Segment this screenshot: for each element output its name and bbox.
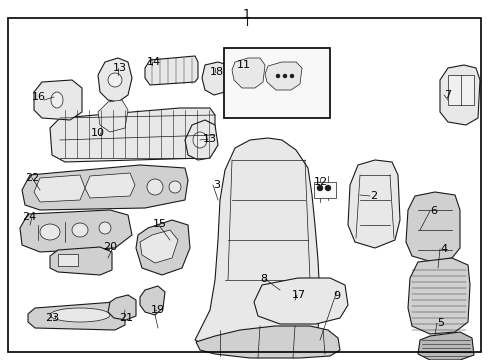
Ellipse shape [99,222,111,234]
Text: 6: 6 [429,206,436,216]
Text: 23: 23 [45,313,59,323]
Text: 20: 20 [103,242,117,252]
Text: 5: 5 [436,318,443,328]
Text: 9: 9 [333,291,340,301]
Text: 11: 11 [237,60,250,70]
Polygon shape [145,56,198,85]
Text: 12: 12 [313,177,327,187]
Polygon shape [184,120,218,160]
Text: 24: 24 [22,212,36,222]
Text: 18: 18 [209,67,224,77]
Text: 13: 13 [203,134,217,144]
Text: 22: 22 [25,173,39,183]
Ellipse shape [289,74,293,78]
Text: 10: 10 [91,128,105,138]
Polygon shape [264,62,302,90]
Ellipse shape [291,307,297,313]
Polygon shape [98,100,128,132]
Polygon shape [231,58,264,88]
Text: 19: 19 [151,305,165,315]
Polygon shape [140,230,178,263]
Text: 17: 17 [291,290,305,300]
Text: 21: 21 [119,313,133,323]
Polygon shape [202,62,229,95]
Text: 14: 14 [147,57,161,67]
Text: 2: 2 [369,191,376,201]
Ellipse shape [275,74,280,78]
Ellipse shape [193,132,206,148]
Bar [313,182,335,198]
Polygon shape [50,247,112,275]
Ellipse shape [283,74,286,78]
Ellipse shape [288,294,301,306]
Polygon shape [108,295,136,320]
Bar [224,48,329,118]
Polygon shape [28,302,125,330]
Ellipse shape [316,185,323,191]
Ellipse shape [325,185,330,191]
Text: 13: 13 [113,63,127,73]
Polygon shape [34,80,82,120]
Ellipse shape [147,179,163,195]
Polygon shape [439,65,479,125]
Text: 15: 15 [153,219,167,229]
Ellipse shape [40,224,60,240]
Text: 4: 4 [439,244,446,254]
Polygon shape [20,210,132,252]
Polygon shape [34,175,85,202]
Bar [447,75,473,105]
Polygon shape [136,220,190,275]
Text: 7: 7 [443,90,450,100]
Polygon shape [85,173,135,198]
Text: 8: 8 [260,274,266,284]
Ellipse shape [169,181,181,193]
Text: 3: 3 [213,180,220,190]
Bar [58,254,78,266]
Text: 16: 16 [32,92,46,102]
Polygon shape [407,258,469,334]
Ellipse shape [51,92,63,108]
Polygon shape [196,326,339,358]
Polygon shape [50,108,215,162]
Polygon shape [22,165,187,210]
Ellipse shape [50,308,110,322]
Polygon shape [417,332,473,360]
Polygon shape [253,278,347,324]
Polygon shape [98,58,132,102]
Polygon shape [195,138,319,355]
Polygon shape [405,192,459,262]
Ellipse shape [108,73,122,87]
Polygon shape [280,284,309,318]
Text: 1: 1 [243,8,250,21]
Polygon shape [347,160,399,248]
Ellipse shape [72,223,88,237]
Polygon shape [140,286,164,315]
